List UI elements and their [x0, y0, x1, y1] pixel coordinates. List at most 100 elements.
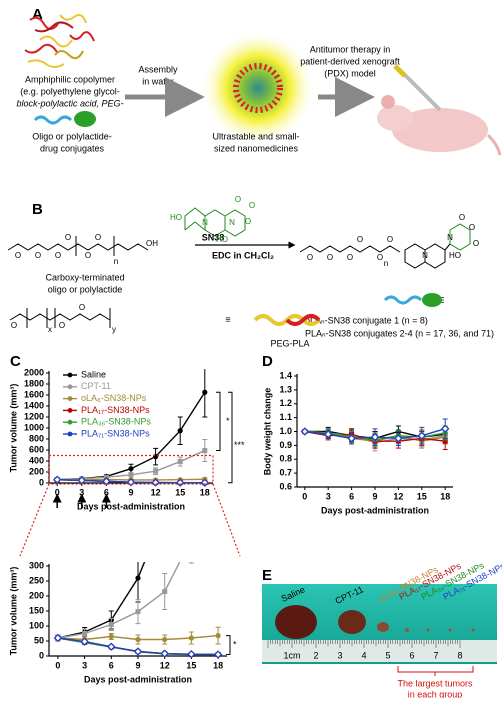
caption: block-polylactic acid, PEG- — [16, 98, 123, 108]
atom-label: O — [35, 251, 41, 260]
y-tick-label: 0.8 — [279, 454, 292, 464]
caption: Ultrastable and small- — [212, 131, 299, 141]
marker — [82, 631, 87, 636]
sig-label: * — [226, 416, 230, 426]
atom-label: O — [377, 253, 383, 262]
y-tick-label: 1.2 — [279, 398, 292, 408]
atom-label: O — [307, 253, 313, 262]
legend-label: Saline — [81, 369, 106, 379]
ruler-label: 8 — [457, 650, 462, 660]
legend-marker — [68, 408, 73, 413]
y-tick-label: 100 — [29, 620, 44, 630]
atom-label: O — [469, 223, 475, 232]
x-tick-label: 18 — [440, 491, 450, 501]
x-tick-label: 15 — [417, 491, 427, 501]
y-tick-label: 800 — [29, 433, 44, 443]
equals-symbol: ≡ — [225, 314, 230, 324]
caption: Antitumor therapy in — [310, 44, 391, 54]
marker — [189, 635, 194, 640]
atom-label: O — [59, 321, 65, 330]
x-tick-label: 15 — [175, 487, 185, 497]
atom-label: HO — [449, 251, 461, 260]
caption: (PDX) model — [324, 68, 376, 78]
x-tick-label: 9 — [372, 491, 377, 501]
caption: oLAₙ-SN38 conjugate 1 (n = 8) — [305, 315, 428, 325]
x-tick-label: 18 — [200, 487, 210, 497]
bond — [445, 244, 450, 250]
y-tick-label: 600 — [29, 444, 44, 454]
y-tick-label: 1.4 — [279, 370, 292, 380]
legend-label: PLA₁₇-SN38-NPs — [81, 405, 150, 415]
tumor — [377, 622, 389, 632]
y-tick-label: 1800 — [24, 378, 44, 388]
caption: Carboxy-terminated — [45, 272, 124, 282]
atom-label: O — [249, 201, 255, 210]
marker — [178, 459, 183, 464]
marker — [128, 466, 133, 471]
conjugate-chain — [35, 117, 71, 123]
marker — [189, 537, 194, 542]
bracket — [398, 666, 473, 676]
drug-bead — [74, 111, 96, 127]
product-ring — [425, 244, 445, 268]
marker — [162, 589, 167, 594]
y-axis-title: Body weight change — [262, 388, 272, 476]
marker — [135, 637, 140, 642]
atom-label: O — [95, 233, 101, 242]
marker — [153, 454, 158, 459]
legend-label: PLA₇₁-SN38-NPs — [81, 428, 150, 438]
y-axis-title: Tumor volume (mm³) — [8, 384, 18, 473]
zoom-line — [213, 484, 240, 556]
legend-marker — [68, 420, 73, 425]
marker — [216, 477, 221, 482]
y-tick-label: 0 — [39, 650, 44, 660]
marker — [109, 622, 114, 627]
tumor — [427, 629, 430, 632]
ruler-label: 5 — [385, 650, 390, 660]
plot — [54, 368, 208, 487]
y-tick-label: 0.6 — [279, 481, 292, 491]
y-tick-label: 250 — [29, 575, 44, 585]
conjugate-chain — [385, 297, 421, 303]
ruler-label: 1cm — [283, 650, 300, 660]
mouse — [377, 66, 500, 155]
panel-label: E — [262, 567, 272, 584]
atom-label: x — [48, 325, 52, 334]
marker — [135, 575, 140, 580]
error-bar — [189, 296, 194, 446]
marker — [216, 633, 221, 638]
y-tick-label: 200 — [29, 466, 44, 476]
x-tick-label: 3 — [82, 660, 87, 670]
y-tick-label: 1400 — [24, 400, 44, 410]
sig-bracket — [226, 636, 230, 655]
y-tick-label: 1.3 — [279, 384, 292, 394]
atom-label: O — [79, 303, 85, 312]
caption: Amphiphilic copolymer — [25, 74, 115, 84]
y-axis-title: Tumor volume (mm³) — [8, 567, 18, 656]
x-tick-label: 18 — [213, 660, 223, 670]
panel-b: B SN38 EDC in CH₂Cl₂ Carboxy-terminated … — [8, 195, 494, 348]
x-tick-label: 0 — [55, 487, 60, 497]
panel-label: C — [10, 353, 21, 370]
atom-label: n — [114, 257, 118, 266]
caption: patient-derived xenograft — [300, 56, 400, 66]
y-tick-label: 300 — [29, 560, 44, 570]
zoom-line — [20, 484, 49, 556]
marker — [136, 609, 141, 614]
sig-bracket — [216, 392, 220, 450]
legend-marker — [68, 396, 73, 401]
y-tick-label: 1.1 — [279, 412, 292, 422]
x-tick-label: 12 — [393, 491, 403, 501]
caption: Oligo or polylactide- — [32, 131, 112, 141]
y-tick-label: 0 — [39, 477, 44, 487]
atom-label: y — [112, 325, 116, 334]
bracket — [27, 308, 110, 328]
plot — [302, 419, 449, 451]
caption: oligo or polylactide — [48, 284, 123, 294]
x-tick-label: 6 — [109, 660, 114, 670]
x-tick-label: 6 — [104, 487, 109, 497]
caption: Assembly — [138, 64, 178, 74]
y-tick-label: 200 — [29, 590, 44, 600]
y-tick-label: 400 — [29, 455, 44, 465]
